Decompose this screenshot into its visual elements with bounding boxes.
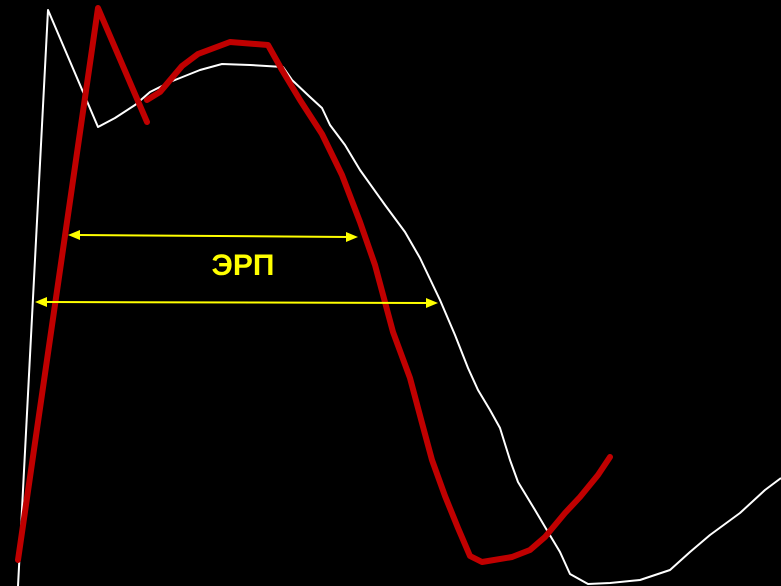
erp-arrow-right-head: [346, 232, 358, 242]
erp-label: ЭРП: [212, 249, 275, 282]
white-action-potential-curve: [17, 9, 781, 586]
total-refractory-arrow: [35, 297, 438, 308]
erp-arrow-left-head: [68, 230, 80, 240]
total-arrow-left-head: [35, 297, 47, 307]
erp-arrow: [68, 230, 358, 242]
total-arrow-right-head: [426, 298, 438, 308]
red-action-potential-curve: [15, 5, 613, 565]
